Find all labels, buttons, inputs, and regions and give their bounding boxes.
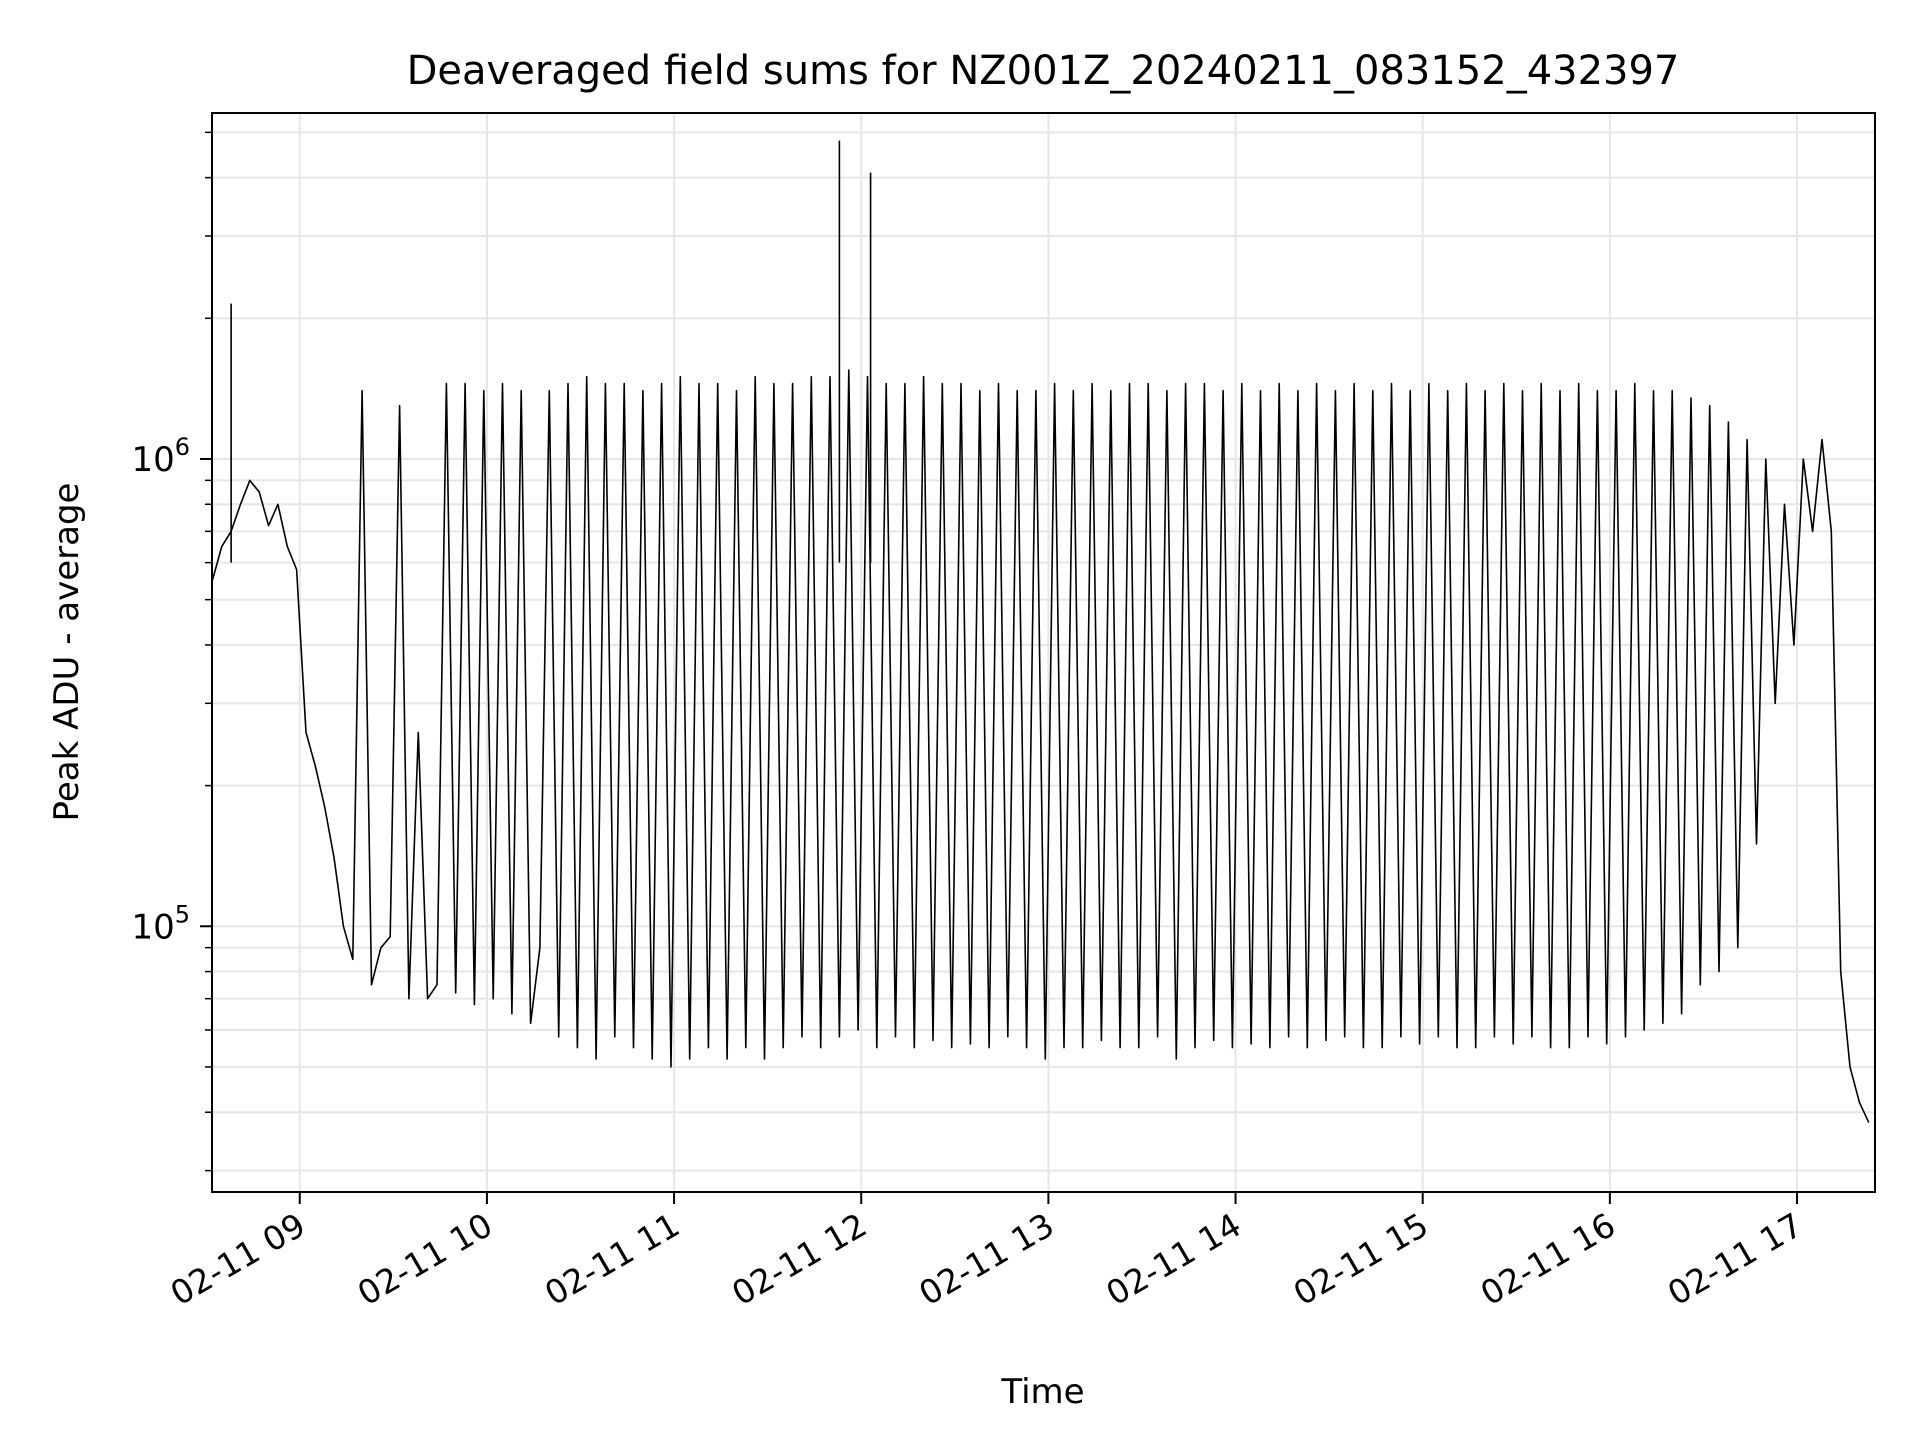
x-tick-label: 02-11 10: [351, 1205, 499, 1313]
x-axis-label: Time: [1000, 1372, 1084, 1412]
y-tick-exponent: 6: [175, 433, 190, 461]
x-tick-label: 02-11 17: [1661, 1205, 1809, 1313]
chart-title: Deaveraged field sums for NZ001Z_2024021…: [407, 48, 1680, 94]
y-axis-label: Peak ADU - average: [47, 483, 87, 822]
y-tick-base: 10: [131, 907, 174, 947]
x-tick-label: 02-11 14: [1100, 1205, 1248, 1313]
y-tick-base: 10: [131, 440, 174, 480]
plot-frame: [211, 112, 1876, 1193]
y-tick-exponent: 5: [175, 900, 190, 928]
x-tick-label: 02-11 11: [538, 1205, 686, 1313]
series-layer: [211, 140, 1870, 1123]
y-tick-label: 106: [131, 433, 190, 480]
x-tick-label: 02-11 13: [912, 1205, 1060, 1313]
x-tick-label: 02-11 12: [725, 1205, 873, 1313]
x-tick-layer: 02-11 09 02-11 10 02-11 11 02-11 12 02-11 13…: [164, 1192, 1809, 1313]
x-tick-label: 02-11 09: [164, 1205, 312, 1313]
grid-layer: [212, 113, 1875, 1192]
x-tick-label: 02-11 15: [1287, 1205, 1435, 1313]
x-tick-label: 02-11 16: [1474, 1205, 1622, 1313]
series-line: [211, 369, 1870, 1123]
y-tick-label: 105: [131, 900, 190, 947]
